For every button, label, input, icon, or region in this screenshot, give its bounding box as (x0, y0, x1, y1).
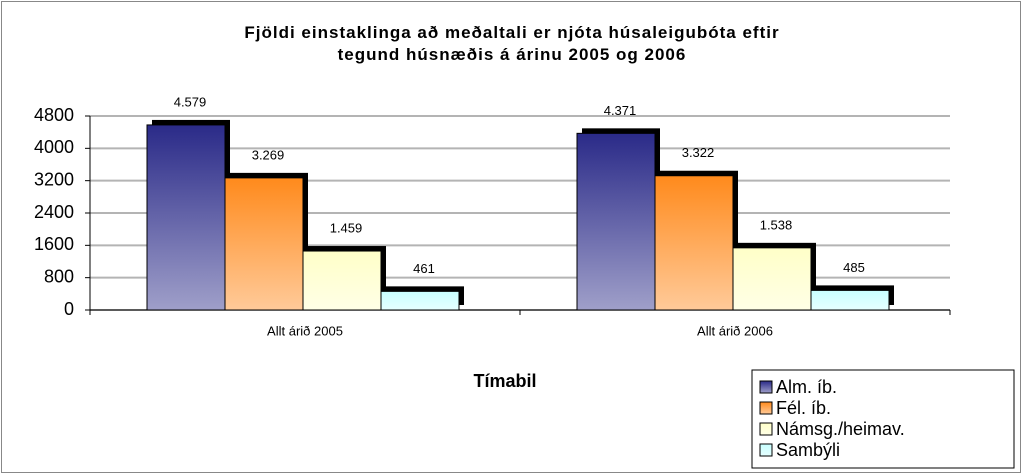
value-label: 485 (843, 260, 865, 275)
bar (302, 250, 382, 311)
legend-swatch (759, 443, 773, 457)
chart-title: Fjöldi einstaklinga að meðaltali er njót… (244, 23, 780, 64)
value-label: 4.579 (174, 94, 207, 109)
legend-label: Námsg./heimav. (776, 419, 905, 439)
bar (732, 247, 812, 311)
y-tick-label: 1600 (34, 234, 74, 254)
bar (380, 290, 460, 311)
legend-label: Alm. íb. (776, 377, 837, 397)
bar (576, 132, 656, 311)
y-tick-label: 0 (64, 299, 74, 319)
bar (810, 289, 890, 311)
value-label: 1.538 (760, 217, 793, 232)
legend-swatch (759, 401, 773, 415)
bar (654, 175, 734, 311)
x-tick-label: Allt árið 2006 (697, 323, 773, 338)
value-label: 4.371 (604, 103, 637, 118)
legend-label: Fél. íb. (776, 398, 831, 418)
y-tick-label: 800 (44, 266, 74, 286)
y-tick-label: 4000 (34, 137, 74, 157)
legend-box (751, 369, 1015, 469)
legend-swatch (759, 422, 773, 436)
y-tick-label: 3200 (34, 169, 74, 189)
value-label: 3.269 (252, 147, 285, 162)
y-tick-label: 4800 (34, 105, 74, 125)
x-axis-title: Tímabil (473, 371, 536, 391)
bar (146, 124, 226, 311)
bar (224, 177, 304, 311)
legend-swatch (759, 380, 773, 394)
x-tick-label: Allt árið 2005 (267, 323, 343, 338)
value-label: 3.322 (682, 145, 715, 160)
y-tick-label: 2400 (34, 202, 74, 222)
value-label: 461 (413, 261, 435, 276)
value-label: 1.459 (330, 220, 363, 235)
legend-label: Sambýli (776, 440, 840, 460)
